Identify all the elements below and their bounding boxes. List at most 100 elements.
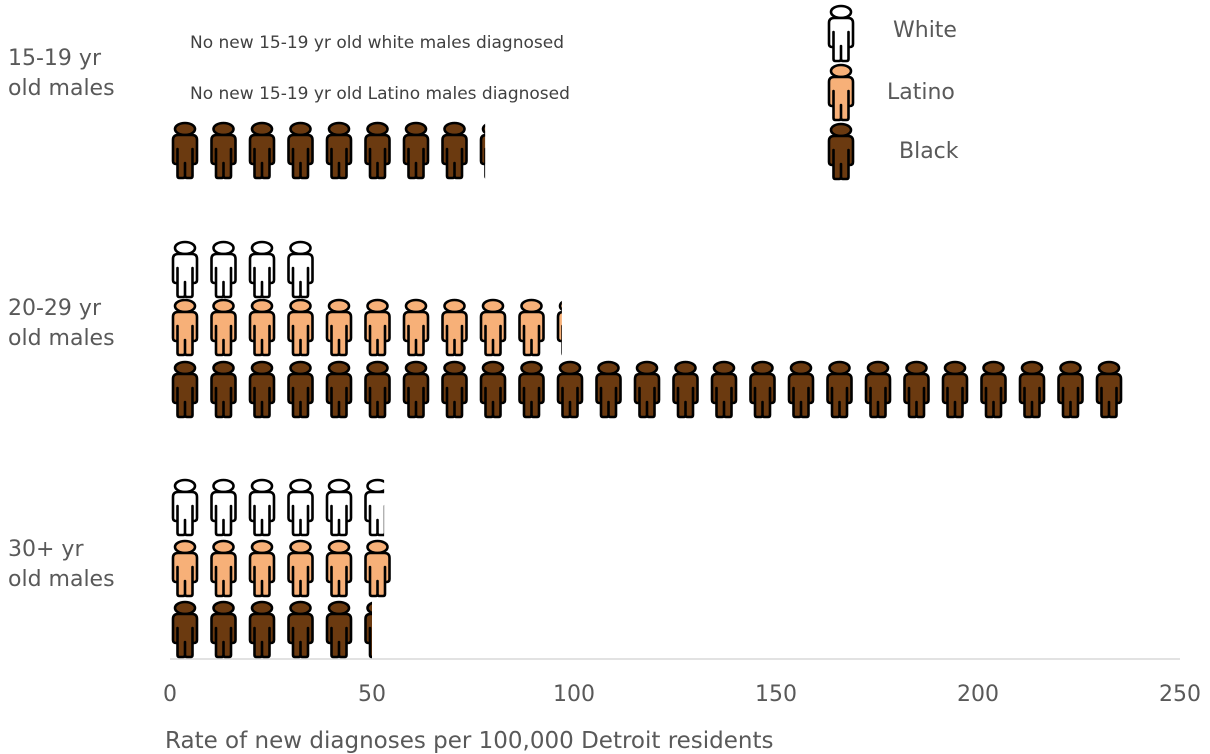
x-tick-label: 50 bbox=[358, 682, 386, 707]
person-icon bbox=[941, 360, 969, 419]
legend-person-icon-latino bbox=[827, 63, 855, 122]
person-icon bbox=[556, 360, 584, 419]
person-icon bbox=[479, 360, 507, 419]
person-icon bbox=[826, 360, 853, 419]
bar-white-2 bbox=[171, 478, 385, 537]
person-icon bbox=[287, 121, 314, 180]
person-icon bbox=[479, 121, 486, 180]
person-icon bbox=[171, 600, 199, 659]
x-axis-label: Rate of new diagnoses per 100,000 Detroi… bbox=[165, 728, 774, 754]
bar-black-0 bbox=[171, 121, 486, 180]
bar-black-2 bbox=[171, 600, 372, 659]
legend-person-icon-black bbox=[827, 122, 855, 181]
person-icon bbox=[325, 600, 353, 659]
person-icon bbox=[287, 298, 314, 357]
person-icon bbox=[171, 298, 199, 357]
person-icon bbox=[364, 600, 372, 659]
person-icon bbox=[710, 360, 738, 419]
person-icon bbox=[441, 298, 468, 357]
person-icon bbox=[210, 121, 237, 180]
person-icon bbox=[672, 360, 699, 419]
person-icon bbox=[402, 360, 430, 419]
bar-latino-1 bbox=[171, 298, 562, 357]
bar-latino-2 bbox=[171, 539, 391, 598]
legend-label-white: White bbox=[893, 18, 957, 43]
person-icon bbox=[518, 360, 545, 419]
person-icon bbox=[248, 539, 276, 598]
category-label-line: 20-29 yr bbox=[8, 296, 101, 321]
person-icon bbox=[248, 600, 276, 659]
legend-icons bbox=[827, 4, 855, 181]
person-icon bbox=[749, 360, 776, 419]
person-icon bbox=[248, 121, 276, 180]
person-icon bbox=[171, 478, 199, 537]
person-icon bbox=[171, 121, 199, 180]
category-label-20-29: 20-29 yr old males bbox=[8, 294, 115, 354]
person-icon bbox=[556, 298, 562, 357]
x-tick-label: 200 bbox=[957, 682, 999, 707]
legend-label-latino: Latino bbox=[887, 80, 955, 105]
person-icon bbox=[633, 360, 661, 419]
person-icon bbox=[364, 298, 391, 357]
person-icon bbox=[402, 121, 430, 180]
category-label-line: 30+ yr bbox=[8, 537, 84, 562]
person-icon bbox=[1018, 360, 1046, 419]
note-no-white-15-19: No new 15-19 yr old white males diagnose… bbox=[190, 33, 564, 53]
person-icon bbox=[210, 539, 237, 598]
person-icon bbox=[325, 121, 353, 180]
x-tick-label: 0 bbox=[163, 682, 177, 707]
category-label-line: old males bbox=[8, 567, 115, 592]
person-icon bbox=[210, 360, 237, 419]
person-icon bbox=[325, 360, 353, 419]
person-icon bbox=[364, 478, 385, 537]
person-icon bbox=[287, 240, 314, 299]
bar-white-1 bbox=[171, 240, 314, 299]
person-icon bbox=[248, 298, 276, 357]
person-icon bbox=[287, 600, 314, 659]
person-icon bbox=[248, 478, 276, 537]
category-label-line: 15-19 yr bbox=[8, 46, 101, 71]
person-icon bbox=[479, 298, 507, 357]
person-icon bbox=[364, 121, 391, 180]
category-label-30plus: 30+ yr old males bbox=[8, 535, 115, 595]
person-icon bbox=[325, 298, 353, 357]
person-icon bbox=[171, 240, 199, 299]
person-icon bbox=[787, 360, 815, 419]
person-icon bbox=[171, 539, 199, 598]
person-icon bbox=[325, 478, 353, 537]
person-icon bbox=[903, 360, 930, 419]
category-label-line: old males bbox=[8, 76, 115, 101]
person-icon bbox=[980, 360, 1007, 419]
person-icon bbox=[171, 360, 199, 419]
category-label-line: old males bbox=[8, 326, 115, 351]
person-icon bbox=[287, 539, 314, 598]
person-icon bbox=[325, 539, 353, 598]
person-icon bbox=[1095, 360, 1123, 419]
person-icon bbox=[210, 298, 237, 357]
x-tick-label: 250 bbox=[1159, 682, 1201, 707]
icon-rows bbox=[171, 121, 1123, 659]
person-icon bbox=[441, 121, 468, 180]
person-icon bbox=[210, 240, 237, 299]
person-icon bbox=[248, 360, 276, 419]
person-icon bbox=[287, 360, 314, 419]
person-icon bbox=[864, 360, 892, 419]
bar-black-1 bbox=[171, 360, 1123, 419]
person-icon bbox=[518, 298, 545, 357]
legend-person-icon-white bbox=[827, 4, 855, 63]
person-icon bbox=[402, 298, 430, 357]
x-tick-label: 100 bbox=[553, 682, 595, 707]
person-icon bbox=[210, 478, 237, 537]
x-tick-label: 150 bbox=[755, 682, 797, 707]
person-icon bbox=[287, 478, 314, 537]
person-icon bbox=[1057, 360, 1084, 419]
legend-label-black: Black bbox=[899, 139, 959, 164]
person-icon bbox=[210, 600, 237, 659]
person-icon bbox=[248, 240, 276, 299]
person-icon bbox=[595, 360, 622, 419]
person-icon bbox=[364, 539, 391, 598]
person-icon bbox=[441, 360, 468, 419]
category-label-15-19: 15-19 yr old males bbox=[8, 44, 115, 104]
person-icon bbox=[364, 360, 391, 419]
